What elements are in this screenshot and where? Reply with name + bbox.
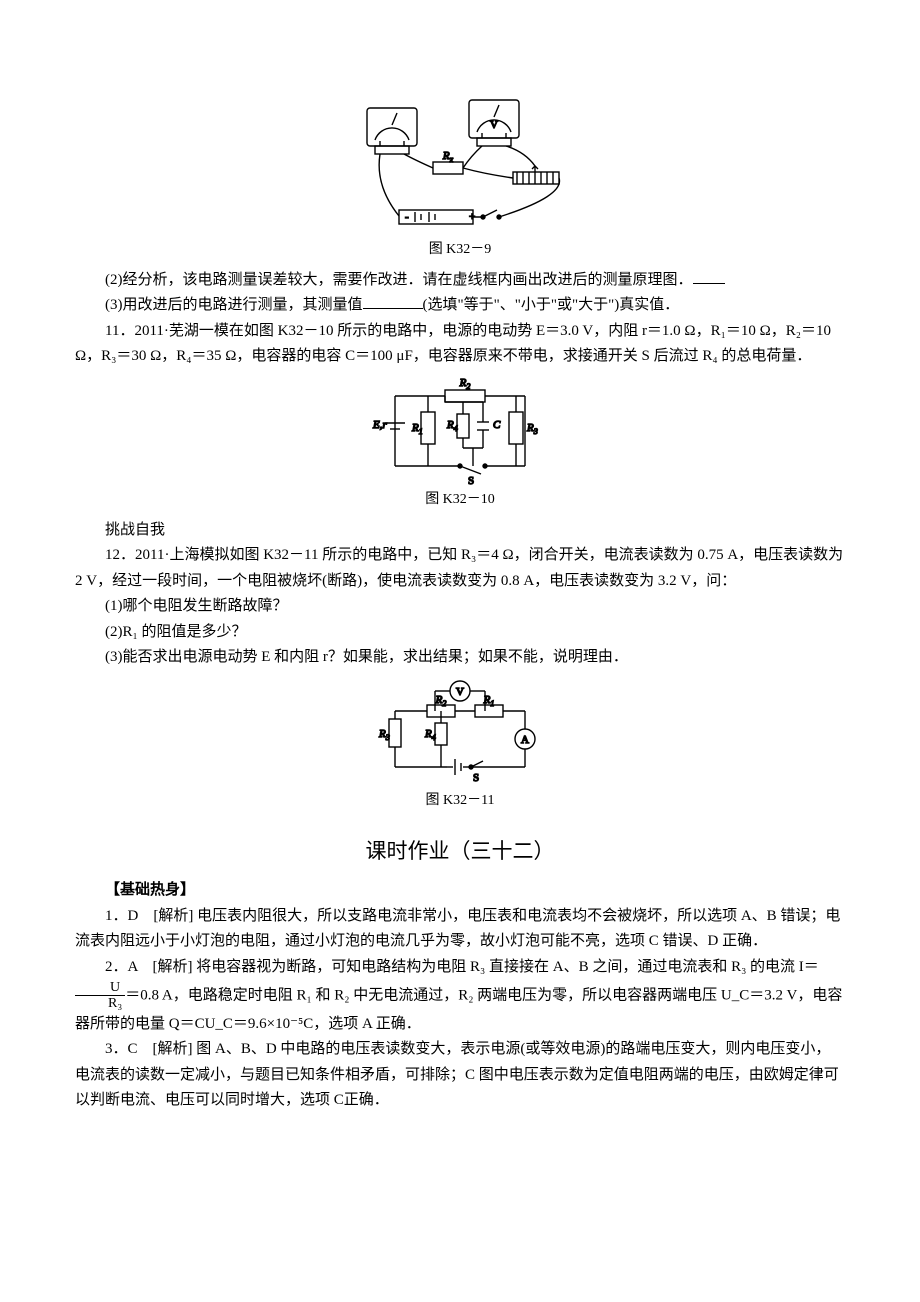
svg-text:R3: R3	[526, 422, 538, 436]
svg-text:C: C	[493, 419, 501, 431]
svg-text:Rx: Rx	[442, 150, 454, 164]
fraction: UR₃	[75, 980, 125, 1012]
figure-k32-9: V Rx - +	[75, 96, 845, 262]
question-3: (3)用改进后的电路进行测量，其测量值 (选填"等于"、"小于"或"大于")真实值…	[75, 293, 845, 319]
figure-caption: 图 K32－9	[75, 238, 845, 262]
circuit-diagram-10: E,r R1 R2 R4 C	[365, 376, 555, 486]
a2-pre: 2．A [解析] 将电容器视为断路，可知电路结构为电阻 R₃ 直接接在 A、B …	[105, 959, 819, 975]
svg-text:R4: R4	[446, 419, 458, 433]
figure-k32-10: E,r R1 R2 R4 C	[75, 376, 845, 512]
svg-text:R2: R2	[459, 377, 471, 391]
question-12-3: (3)能否求出电源电动势 E 和内阻 r？如果能，求出结果；如果不能，说明理由．	[75, 645, 845, 671]
figure-caption: 图 K32－11	[75, 789, 845, 813]
q3-post: (选填"等于"、"小于"或"大于")真实值．	[423, 297, 680, 313]
answer-2: 2．A [解析] 将电容器视为断路，可知电路结构为电阻 R₃ 直接接在 A、B …	[75, 955, 845, 1038]
answer-3: 3．C [解析] 图 A、B、D 中电路的电压表读数变大，表示电源(或等效电源)…	[75, 1037, 845, 1114]
svg-text:E,r: E,r	[372, 419, 387, 431]
figure-caption: 图 K32－10	[75, 488, 845, 512]
q2-text: (2)经分析，该电路测量误差较大，需要作改进．请在虚线框内画出改进后的测量原理图…	[105, 272, 693, 288]
svg-text:S: S	[468, 475, 474, 486]
frac-num: U	[75, 980, 125, 996]
figure-k32-11: V R2 R1 A R3 R4	[75, 677, 845, 813]
frac-den: R₃	[75, 996, 125, 1011]
svg-text:R1: R1	[483, 694, 495, 708]
svg-text:-: -	[405, 211, 409, 223]
answers-title: 课时作业（三十二）	[75, 834, 845, 870]
svg-text:R3: R3	[378, 728, 390, 742]
circuit-diagram-11: V R2 R1 A R3 R4	[375, 677, 545, 787]
challenge-heading: 挑战自我	[75, 518, 845, 544]
svg-text:V: V	[490, 119, 498, 131]
blank-box	[693, 268, 725, 284]
svg-text:R4: R4	[424, 728, 436, 742]
svg-text:A: A	[521, 734, 529, 746]
section-heading: 【基础热身】	[75, 878, 845, 904]
question-12-1: (1)哪个电阻发生断路故障？	[75, 594, 845, 620]
question-12-2: (2)R₁ 的阻值是多少？	[75, 620, 845, 646]
apparatus-diagram: V Rx - +	[345, 96, 575, 236]
question-12: 12．2011·上海模拟如图 K32－11 所示的电路中，已知 R₃＝4 Ω，闭…	[75, 543, 845, 594]
fill-blank	[363, 293, 423, 309]
svg-text:V: V	[456, 686, 464, 698]
svg-text:R2: R2	[435, 694, 447, 708]
question-2: (2)经分析，该电路测量误差较大，需要作改进．请在虚线框内画出改进后的测量原理图…	[75, 268, 845, 294]
q3-pre: (3)用改进后的电路进行测量，其测量值	[105, 297, 363, 313]
a2-post: ＝0.8 A，电路稳定时电阻 R₁ 和 R₂ 中无电流通过，R₂ 两端电压为零，…	[75, 987, 842, 1031]
svg-text:S: S	[473, 772, 479, 784]
answer-1: 1．D [解析] 电压表内阻很大，所以支路电流非常小，电压表和电流表均不会被烧坏…	[75, 904, 845, 955]
question-11: 11．2011·芜湖一模在如图 K32－10 所示的电路中，电源的电动势 E＝3…	[75, 319, 845, 370]
